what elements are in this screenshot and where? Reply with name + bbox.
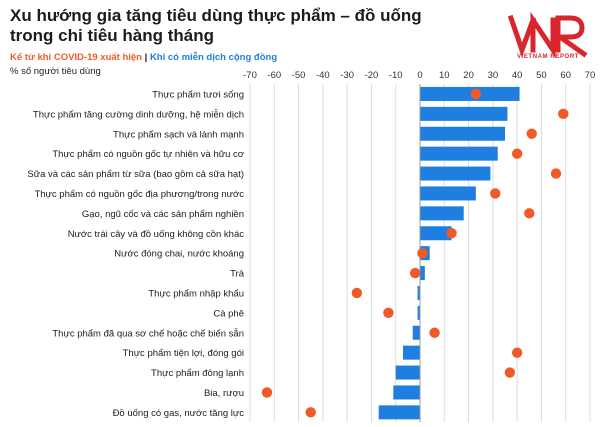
category-label: Nước trái cây và đồ uống không cồn khác — [68, 229, 245, 240]
bar — [420, 106, 508, 121]
dot-marker — [383, 307, 394, 319]
x-tick-label: -20 — [365, 70, 379, 81]
legend-covid-label: Kể từ khi COVID-19 xuất hiện — [10, 52, 142, 63]
bar — [420, 266, 425, 281]
x-tick-label: 30 — [488, 70, 499, 81]
category-label: Sữa và các sản phẩm từ sữa (bao gồm cả s… — [27, 169, 244, 180]
x-tick-label: -40 — [316, 70, 330, 81]
dot-marker — [261, 387, 273, 398]
bar — [395, 365, 420, 380]
x-tick-label: -50 — [292, 70, 306, 81]
dot-marker — [511, 347, 523, 358]
x-tick-label: -30 — [340, 70, 354, 81]
x-tick-label: -10 — [389, 70, 403, 81]
logo-caption: VIETNAM REPORT — [516, 54, 580, 60]
bar — [420, 186, 476, 201]
category-label: Thực phẩm sạch và lành mạnh — [113, 129, 244, 140]
bar — [417, 285, 420, 300]
chart-title: Xu hướng gia tăng tiêu dùng thực phẩm – … — [10, 6, 422, 45]
bar — [420, 86, 520, 101]
category-label: Thực phẩm có nguồn gốc tự nhiên và hữu c… — [52, 149, 244, 160]
dot-marker — [511, 148, 523, 159]
bar — [378, 405, 420, 420]
category-label: Thực phẩm đông lạnh — [151, 368, 244, 379]
bar — [412, 325, 420, 340]
dot-marker — [351, 287, 363, 299]
category-label: Đồ uống có gas, nước tăng lực — [113, 408, 245, 419]
x-tick-label: 50 — [536, 70, 547, 81]
dot-marker — [305, 407, 316, 418]
legend-immunity-label: Khi có miễn dịch cộng đồng — [149, 52, 278, 63]
bar — [420, 226, 452, 241]
vnr-logo — [508, 11, 588, 59]
category-label: Nước đóng chai, nước khoáng — [114, 249, 244, 260]
category-label: Thực phẩm có nguồn gốc địa phương/trong … — [34, 189, 244, 200]
category-label: Gạo, ngũ cốc và các sản phẩm nghiền — [82, 209, 244, 220]
x-tick-label: 70 — [585, 70, 596, 81]
category-label: Thực phẩm nhập khẩu — [148, 288, 244, 299]
dot-marker — [417, 247, 428, 259]
dot-marker — [558, 108, 569, 120]
dot-marker — [409, 267, 421, 279]
dot-marker — [429, 327, 440, 338]
dot-marker — [526, 128, 537, 139]
category-label: Thực phẩm tăng cường dinh dưỡng, hệ miễn… — [33, 109, 244, 120]
category-label: Trà — [230, 269, 245, 280]
bar — [420, 206, 464, 221]
dot-marker — [524, 208, 535, 219]
category-label: Thực phẩm tiện lợi, đóng gói — [123, 348, 244, 359]
x-tick-label: 10 — [439, 70, 450, 81]
unit-label: % số người tiêu dùng — [10, 66, 101, 77]
bar — [393, 385, 420, 400]
bar — [420, 146, 498, 161]
x-tick-label: 20 — [463, 70, 474, 81]
x-tick-label: -70 — [243, 70, 257, 81]
dot-marker — [470, 88, 482, 100]
bar — [403, 345, 420, 360]
x-tick-label: -60 — [267, 70, 281, 81]
category-label: Cà phê — [213, 308, 244, 319]
x-tick-label: 60 — [560, 70, 571, 81]
legend: Kể từ khi COVID-19 xuất hiện | Khi có mi… — [10, 52, 277, 63]
x-tick-label: 0 — [417, 70, 422, 81]
x-tick-label: 40 — [512, 70, 523, 81]
dot-marker — [550, 168, 562, 179]
bar — [417, 305, 420, 320]
bar — [420, 166, 491, 181]
category-label: Bia, rượu — [204, 388, 244, 399]
dot-marker — [446, 228, 457, 239]
category-label: Thực phẩm tươi sống — [152, 89, 244, 100]
dot-marker — [504, 367, 516, 378]
bar — [420, 126, 505, 141]
category-label: Thực phẩm đã qua sơ chế hoặc chế biến sẵ… — [52, 328, 244, 339]
legend-separator: | — [142, 52, 150, 63]
dot-marker — [490, 188, 501, 199]
